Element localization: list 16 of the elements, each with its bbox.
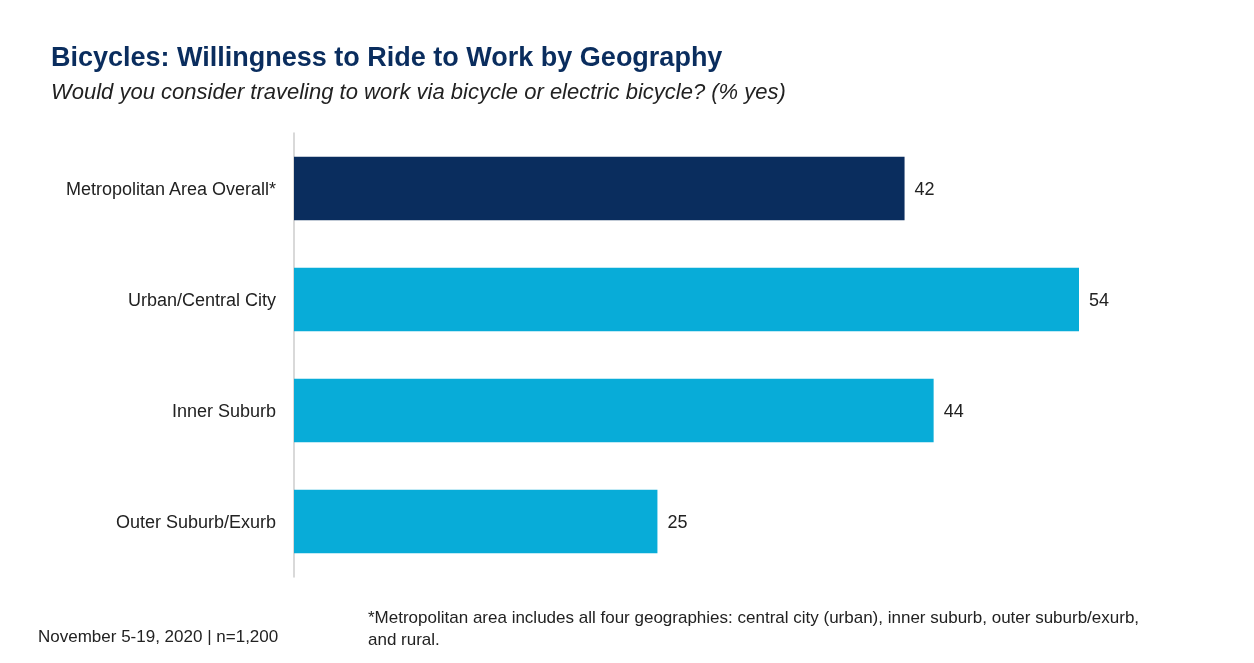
bar — [294, 378, 934, 443]
data-label: 44 — [943, 400, 964, 421]
y-tick-label: Urban/Central City — [127, 289, 276, 310]
y-tick-label: Inner Suburb — [171, 400, 276, 421]
data-label: 54 — [1089, 289, 1110, 310]
bar — [294, 489, 658, 554]
y-tick-label: Metropolitan Area Overall* — [65, 178, 276, 199]
text: *Metropolitan area includes all four geographies: central city (urban), inner suburb, outer suburb/exurb, and rural. — [368, 607, 1144, 649]
data-label: 42 — [914, 178, 935, 199]
text: November 5-19, 2020 | n=1,200 — [38, 627, 279, 646]
bar — [294, 267, 1079, 332]
chart-subtitle: Would you consider traveling to work via bicycle or electric bicycle? (% yes) — [51, 78, 786, 104]
y-tick-label: Outer Suburb/Exurb — [115, 511, 276, 532]
chart-title: Bicycles: Willingness to Ride to Work by Geography — [51, 41, 723, 72]
data-label: 25 — [667, 511, 688, 532]
bar — [294, 156, 905, 221]
